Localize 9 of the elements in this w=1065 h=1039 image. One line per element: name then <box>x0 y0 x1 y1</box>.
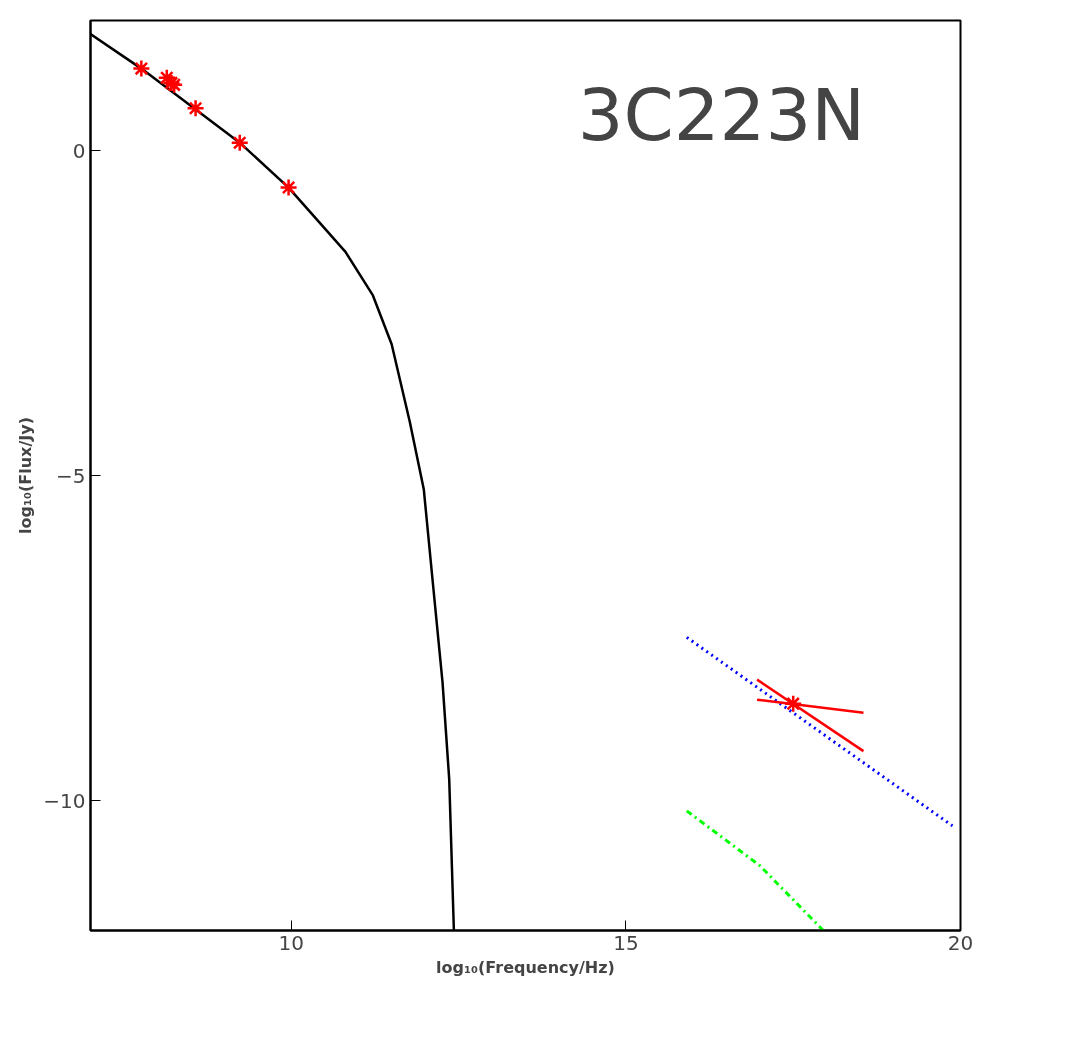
x-tick-label: 15 <box>613 930 639 955</box>
y-tick-label: 0 <box>72 138 86 163</box>
x-axis-title: log₁₀(Frequency/Hz) <box>436 957 615 977</box>
x-tick-label: 10 <box>278 930 304 955</box>
annotation: 3C223N <box>577 73 866 157</box>
y-tick-label: −5 <box>56 463 86 488</box>
y-axis-title: log₁₀(Flux/Jy) <box>16 417 36 534</box>
x-tick-label: 20 <box>947 930 974 955</box>
y-tick-label: −10 <box>43 788 86 813</box>
